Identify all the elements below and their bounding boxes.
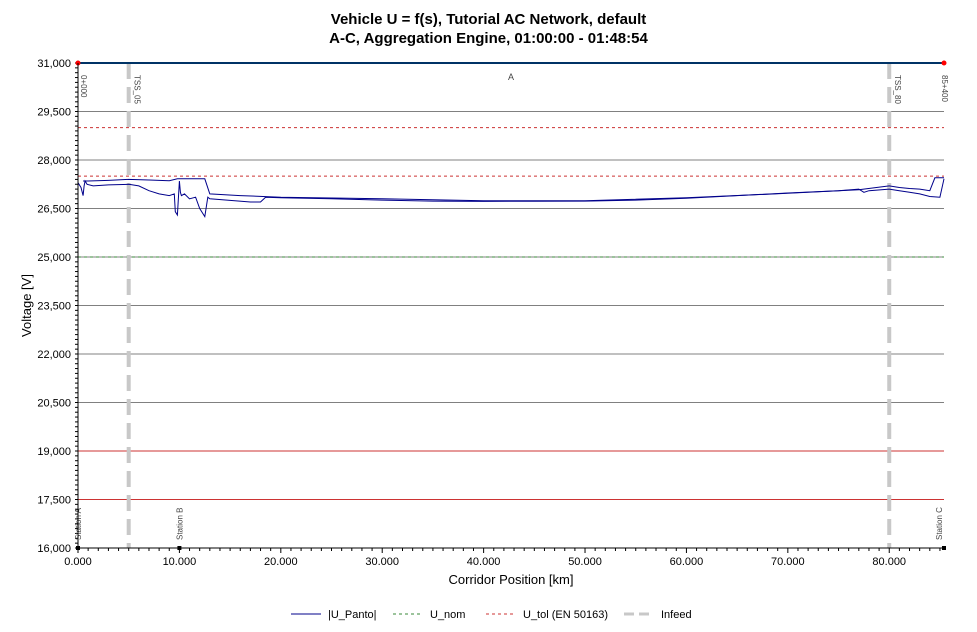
y-tick-label: 19,000 xyxy=(37,446,71,458)
y-tick-label: 26,500 xyxy=(37,204,71,216)
y-tick-label: 29,500 xyxy=(37,107,71,119)
x-tick-label: 30.000 xyxy=(365,556,399,568)
infeed-label: TSS_80 xyxy=(893,75,902,104)
x-tick-label: 70.000 xyxy=(771,556,805,568)
x-tick-label: 80.000 xyxy=(872,556,906,568)
x-axis-label: Corridor Position [km] xyxy=(449,572,574,587)
chart-title-line-2: A-C, Aggregation Engine, 01:00:00 - 01:4… xyxy=(329,30,648,47)
y-tick-label: 17,500 xyxy=(37,495,71,507)
series-line-u-panto xyxy=(83,177,944,202)
boundary-marker xyxy=(941,60,947,66)
y-tick-label: 22,000 xyxy=(37,349,71,361)
y-tick-label: 16,000 xyxy=(37,543,71,555)
position-label: 0+000 xyxy=(79,75,88,98)
chart-title-line-1: Vehicle U = f(s), Tutorial AC Network, d… xyxy=(330,11,647,28)
y-axis-label: Voltage [V] xyxy=(19,274,34,337)
legend-label: U_tol (EN 50163) xyxy=(523,609,608,621)
y-tick-label: 23,500 xyxy=(37,301,71,313)
y-tick-label: 20,500 xyxy=(37,398,71,410)
position-label: 85+400 xyxy=(940,75,949,102)
x-tick-label: 10.000 xyxy=(163,556,197,568)
y-tick-label: 25,000 xyxy=(37,252,71,264)
x-tick-label: 40.000 xyxy=(467,556,501,568)
x-tick-label: 60.000 xyxy=(670,556,704,568)
x-tick-label: 50.000 xyxy=(568,556,602,568)
station-label: Station B xyxy=(175,508,184,540)
legend-label: Infeed xyxy=(661,609,692,621)
x-tick-label: 20.000 xyxy=(264,556,298,568)
section-label: A xyxy=(508,72,514,82)
y-tick-label: 28,000 xyxy=(37,155,71,167)
station-label: Station C xyxy=(935,507,944,540)
x-tick-label: 0.000 xyxy=(64,556,92,568)
legend-label: |U_Panto| xyxy=(328,609,377,621)
series-line-u-panto xyxy=(77,178,945,218)
infeed-label: TSS_05 xyxy=(133,75,142,104)
y-tick-label: 31,000 xyxy=(37,58,71,70)
chart-title: Vehicle U = f(s), Tutorial AC Network, d… xyxy=(0,10,977,48)
legend-label: U_nom xyxy=(430,609,465,621)
